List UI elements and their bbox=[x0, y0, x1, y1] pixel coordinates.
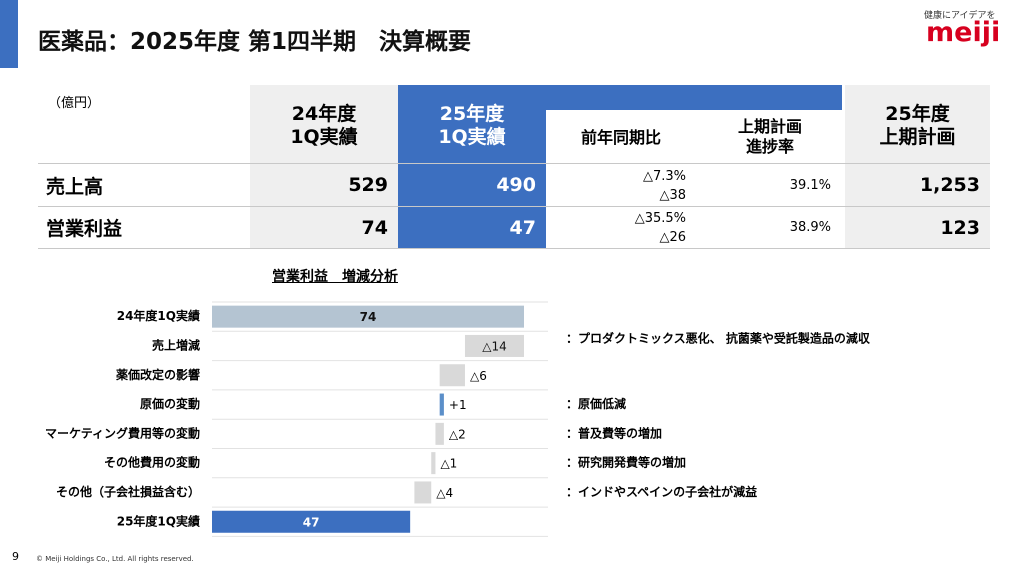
cell: 39.1% bbox=[789, 177, 831, 193]
column-header: 上期計画 進捗率 bbox=[737, 117, 802, 156]
category-label: 原価の変動 bbox=[140, 396, 200, 411]
cell: 47 bbox=[509, 216, 536, 239]
cell: △7.3% bbox=[642, 168, 686, 184]
row-line bbox=[38, 206, 990, 207]
value-label: +1 bbox=[449, 398, 467, 412]
cell: △35.5% bbox=[634, 210, 686, 226]
cell: 1,253 bbox=[919, 174, 980, 196]
value-label: △1 bbox=[440, 457, 457, 471]
column-header: 24年度 1Q実績 bbox=[290, 103, 358, 148]
row-line bbox=[38, 163, 990, 164]
cell: 38.9% bbox=[789, 220, 831, 235]
bar bbox=[464, 334, 524, 357]
bar bbox=[414, 481, 432, 504]
column-header: 前年同期比 bbox=[580, 127, 661, 147]
value-label: 47 bbox=[303, 515, 320, 529]
cell: △26 bbox=[659, 229, 686, 245]
col-bg bbox=[250, 85, 398, 248]
row-line bbox=[38, 248, 990, 249]
row-label: 売上高 bbox=[46, 175, 104, 198]
header-band bbox=[546, 85, 842, 110]
cell: 123 bbox=[940, 216, 980, 239]
cell: △38 bbox=[659, 187, 686, 203]
value-label: 74 bbox=[360, 310, 377, 324]
cell: 529 bbox=[348, 174, 388, 196]
chart-title: 営業利益 増減分析 bbox=[272, 269, 398, 285]
note: ：普及費等の増加 bbox=[566, 425, 662, 440]
bar bbox=[212, 510, 411, 533]
note: ：研究開発費等の増加 bbox=[566, 455, 686, 470]
category-label: 売上増減 bbox=[152, 337, 200, 352]
unit-label: （億円） bbox=[48, 96, 101, 111]
page-number: 9 bbox=[12, 550, 19, 563]
category-label: マーケティング費用等の変動 bbox=[45, 425, 200, 440]
value-label: △4 bbox=[436, 486, 453, 500]
cell: 74 bbox=[361, 216, 388, 239]
category-label: その他（子会社損益含む） bbox=[56, 484, 200, 499]
category-label: その他費用の変動 bbox=[104, 455, 200, 470]
title-accent bbox=[0, 0, 18, 68]
category-label: 薬価改定の影響 bbox=[116, 367, 200, 382]
col-bg bbox=[845, 85, 990, 248]
logo: meiji bbox=[926, 17, 1001, 48]
waterfall-chart: 24年度1Q実績 74 売上増減 △14 ：プロダクトミックス悪化、 抗菌薬や受託製造品… bbox=[45, 301, 871, 537]
bar bbox=[439, 393, 444, 416]
column-header: 25年度 上期計画 bbox=[879, 103, 956, 148]
tagline: 健康にアイデアを bbox=[924, 11, 996, 21]
bar bbox=[439, 364, 465, 387]
category-label: 25年度1Q実績 bbox=[117, 513, 200, 528]
value-label: △14 bbox=[482, 339, 507, 353]
value-label: △2 bbox=[449, 427, 466, 441]
col-bg-highlight bbox=[398, 85, 546, 248]
row-label: 営業利益 bbox=[46, 218, 123, 240]
bar bbox=[435, 422, 444, 445]
slide-title: 医薬品：2025年度 第1四半期 決算概要 bbox=[38, 29, 472, 55]
cell: 490 bbox=[496, 174, 536, 196]
note: ：プロダクトミックス悪化、 抗菌薬や受託製造品の減収 bbox=[566, 330, 871, 345]
value-label: △6 bbox=[470, 369, 487, 383]
category-label: 24年度1Q実績 bbox=[117, 308, 200, 323]
note: ：インドやスペインの子会社が減益 bbox=[566, 484, 757, 499]
column-header: 25年度 1Q実績 bbox=[438, 103, 506, 148]
bar bbox=[431, 452, 436, 475]
bar bbox=[212, 305, 524, 328]
copyright: © Meiji Holdings Co., Ltd. All rights re… bbox=[36, 555, 194, 563]
note: ：原価低減 bbox=[566, 396, 626, 411]
